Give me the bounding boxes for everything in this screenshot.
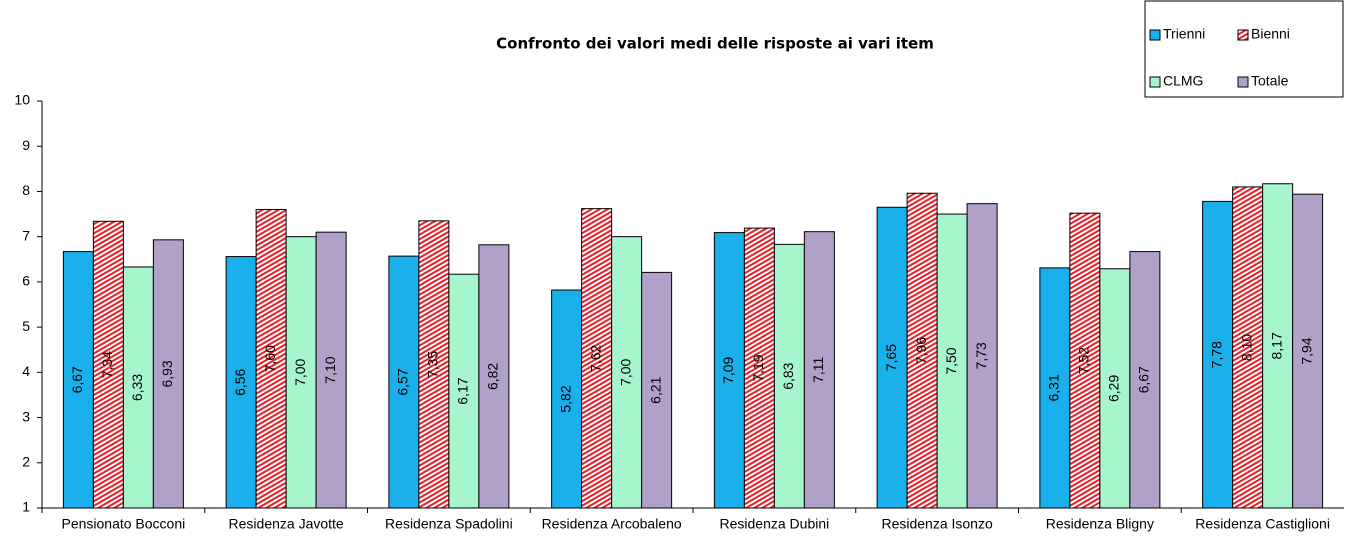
value-label: 7,34 [99, 351, 115, 378]
x-tick-label: Residenza Dubini [720, 516, 830, 532]
value-label: 7,35 [425, 351, 441, 378]
x-tick-label: Residenza Arcobaleno [542, 516, 682, 532]
value-label: 8,10 [1238, 334, 1254, 361]
x-tick-label: Residenza Bligny [1046, 516, 1154, 532]
value-label: 7,62 [587, 344, 603, 371]
y-tick-label: 1 [22, 499, 30, 515]
bar [478, 244, 510, 509]
bar [581, 208, 613, 509]
bar [1099, 268, 1131, 509]
x-tick-label: Residenza Spadolini [385, 516, 513, 532]
legend-swatch [1237, 29, 1249, 41]
x-tick-label: Residenza Isonzo [881, 516, 993, 532]
y-tick-label: 6 [22, 273, 30, 289]
value-label: 7,19 [750, 354, 766, 381]
y-tick-label: 10 [14, 92, 30, 108]
bar [152, 239, 184, 509]
bar [62, 251, 94, 509]
bar [1262, 183, 1294, 509]
bar [315, 231, 347, 509]
bar [1039, 267, 1071, 509]
value-label: 7,73 [973, 342, 989, 369]
bar [906, 192, 938, 509]
value-label: 6,29 [1106, 375, 1122, 402]
y-tick-label: 9 [22, 137, 30, 153]
legend-label: Totale [1251, 73, 1289, 89]
y-tick-label: 4 [22, 363, 30, 379]
bar [743, 227, 775, 509]
legend-label: CLMG [1163, 73, 1203, 89]
x-tick-label: Residenza Javotte [229, 516, 344, 532]
value-label: 6,93 [159, 360, 175, 387]
value-label: 8,17 [1268, 332, 1284, 359]
bar [255, 209, 287, 509]
y-tick-label: 5 [22, 318, 30, 334]
value-label: 7,11 [810, 357, 826, 383]
value-label: 7,78 [1208, 341, 1224, 368]
value-label: 5,82 [557, 385, 573, 412]
x-tick-label: Residenza Castiglioni [1195, 516, 1330, 532]
legend-swatch [1149, 29, 1161, 41]
value-label: 6,57 [395, 368, 411, 395]
legend-swatch [1237, 76, 1249, 88]
value-label: 7,50 [943, 347, 959, 374]
value-label: 6,67 [1136, 366, 1152, 393]
x-tick-label: Pensionato Bocconi [61, 516, 185, 532]
value-label: 6,56 [232, 368, 248, 395]
legend-label: Trienni [1163, 26, 1205, 42]
value-label: 7,10 [322, 356, 338, 383]
value-label: 7,96 [913, 337, 929, 364]
value-label: 6,31 [1046, 374, 1062, 401]
bar [1232, 186, 1264, 509]
bar [966, 203, 998, 509]
chart-title: Confronto dei valori medi delle risposte… [496, 35, 934, 53]
value-label: 6,21 [647, 376, 663, 403]
value-label: 7,60 [262, 345, 278, 372]
bar [876, 206, 908, 509]
bar [418, 220, 450, 509]
value-label: 6,83 [780, 362, 796, 389]
value-label: 6,17 [455, 377, 471, 404]
bar [1129, 251, 1161, 509]
bar [773, 243, 805, 509]
value-label: 7,00 [617, 358, 633, 385]
y-tick-label: 7 [22, 227, 30, 243]
bar [611, 236, 643, 509]
value-label: 7,65 [883, 344, 899, 371]
value-label: 7,94 [1298, 337, 1314, 364]
legend-swatch [1149, 76, 1161, 88]
y-tick-label: 3 [22, 408, 30, 424]
value-label: 7,00 [292, 358, 308, 385]
y-tick-label: 2 [22, 453, 30, 469]
y-tick-label: 8 [22, 182, 30, 198]
value-label: 6,82 [485, 363, 501, 390]
value-label: 7,09 [720, 356, 736, 383]
legend-label: Bienni [1251, 26, 1290, 42]
value-label: 7,52 [1076, 347, 1092, 374]
value-label: 6,33 [129, 374, 145, 401]
bar [122, 266, 154, 509]
value-label: 6,67 [69, 366, 85, 393]
bar [713, 232, 745, 509]
bar [803, 231, 835, 509]
